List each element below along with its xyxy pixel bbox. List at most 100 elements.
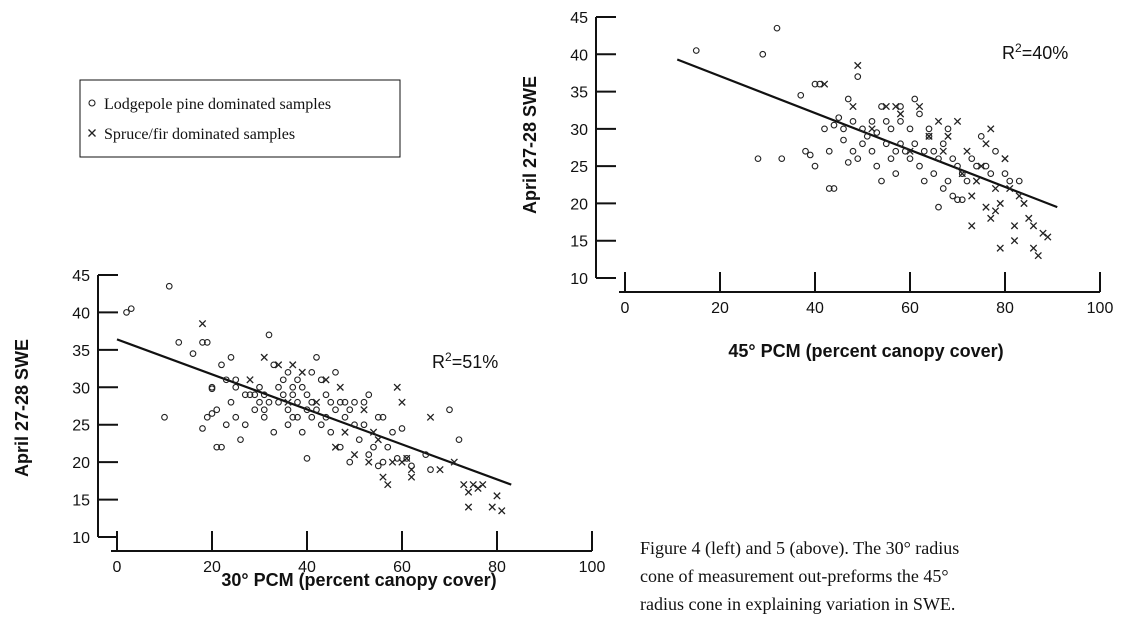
data-point-lodgepole [389, 428, 396, 436]
data-point-spruce-fir [1029, 222, 1038, 230]
data-point-lodgepole [982, 162, 990, 170]
data-point-lodgepole [246, 391, 254, 399]
data-point-spruce-fir [1006, 184, 1014, 193]
data-point-lodgepole [816, 80, 824, 88]
data-point-spruce-fir [991, 207, 1000, 215]
data-point-lodgepole [825, 185, 833, 192]
data-point-lodgepole [854, 73, 862, 81]
data-point-spruce-fir [915, 102, 924, 111]
y-tick-label: 10 [72, 530, 90, 547]
data-point-lodgepole [840, 125, 847, 133]
data-point-lodgepole [935, 155, 942, 163]
data-point-lodgepole [265, 398, 273, 406]
data-point-lodgepole [303, 406, 311, 414]
data-point-lodgepole [232, 413, 240, 421]
data-point-lodgepole [802, 147, 809, 155]
data-point-lodgepole [355, 436, 363, 444]
data-point-lodgepole [374, 413, 382, 421]
data-point-spruce-fir [934, 117, 943, 126]
data-point-lodgepole [294, 376, 301, 384]
y-tick-label: 40 [570, 47, 588, 64]
data-point-lodgepole [944, 177, 952, 185]
data-point-lodgepole [284, 421, 292, 429]
data-point-lodgepole [308, 398, 316, 406]
data-point-lodgepole [289, 383, 297, 391]
data-point-lodgepole [901, 147, 909, 155]
y-tick-label: 45 [570, 10, 588, 27]
data-point-lodgepole [897, 118, 904, 125]
data-point-spruce-fir [322, 376, 330, 384]
data-point-lodgepole [289, 391, 297, 399]
x-tick-label: 60 [393, 559, 411, 576]
data-point-lodgepole [260, 413, 268, 421]
data-point-lodgepole [958, 170, 966, 177]
legend-label-lodgepole: Lodgepole pine dominated samples [104, 96, 331, 113]
y-tick-label: 30 [72, 380, 90, 397]
y-tick-label: 10 [570, 271, 588, 288]
data-point-spruce-fir [849, 102, 857, 111]
data-point-lodgepole [227, 398, 235, 406]
caption-line-3: radius cone in explaining variation in S… [640, 594, 955, 614]
data-point-lodgepole [284, 406, 292, 414]
data-point-lodgepole [916, 110, 923, 118]
y-tick-label: 35 [570, 85, 588, 102]
data-point-spruce-fir [996, 244, 1004, 252]
data-point-spruce-fir [906, 147, 914, 155]
data-point-lodgepole [365, 391, 373, 399]
data-point-lodgepole [844, 159, 852, 166]
data-point-spruce-fir [379, 473, 387, 481]
x-axis-label-figure-5: 45° PCM (percent canopy cover) [728, 341, 1003, 361]
data-point-spruce-fir [374, 436, 382, 444]
data-point-spruce-fir [996, 199, 1004, 208]
data-point-lodgepole [840, 136, 847, 144]
data-point-lodgepole [175, 339, 183, 346]
data-point-lodgepole [844, 95, 852, 103]
data-point-lodgepole [1001, 170, 1009, 177]
data-point-spruce-fir [289, 361, 297, 369]
data-point-lodgepole [939, 185, 947, 192]
data-point-spruce-fir [312, 398, 321, 406]
data-point-spruce-fir [963, 147, 971, 155]
x-tick-label: 100 [1087, 300, 1114, 317]
data-point-lodgepole [754, 155, 762, 163]
y-tick-label: 40 [72, 305, 90, 322]
data-point-lodgepole [887, 155, 895, 163]
data-point-lodgepole [279, 391, 287, 399]
data-point-lodgepole [208, 410, 216, 417]
data-point-spruce-fir [274, 361, 283, 369]
data-point-lodgepole [949, 192, 957, 200]
x-tick-label: 80 [488, 559, 506, 576]
x-tick-label: 20 [711, 300, 729, 317]
x-tick-label: 60 [901, 300, 919, 317]
data-point-lodgepole [906, 125, 914, 133]
data-point-lodgepole [868, 118, 876, 125]
data-point-lodgepole [892, 147, 900, 155]
data-point-lodgepole [165, 282, 173, 290]
data-point-lodgepole [455, 436, 463, 444]
x-tick-label: 0 [113, 559, 122, 576]
data-point-lodgepole [422, 451, 430, 459]
x-tick-label: 80 [996, 300, 1014, 317]
data-point-lodgepole [303, 455, 311, 462]
data-point-spruce-fir [474, 484, 482, 493]
data-point-lodgepole [920, 177, 928, 185]
data-point-spruce-fir [336, 383, 344, 391]
data-point-lodgepole [370, 443, 377, 451]
data-point-spruce-fir [341, 428, 349, 436]
data-point-lodgepole [256, 398, 263, 406]
data-point-spruce-fir [469, 480, 477, 489]
data-point-spruce-fir [982, 203, 990, 211]
x-tick-label: 20 [203, 559, 221, 576]
legend: Lodgepole pine dominated samples Spruce/… [79, 79, 401, 158]
data-point-spruce-fir [1044, 233, 1052, 241]
data-point-lodgepole [275, 383, 282, 391]
y-tick-label: 30 [570, 122, 588, 139]
data-point-lodgepole [351, 398, 358, 406]
data-point-lodgepole [161, 413, 168, 421]
data-point-lodgepole [289, 413, 297, 421]
y-axis-label-figure-4: April 27-28 SWE [12, 339, 32, 477]
x-tick-label: 100 [579, 559, 606, 576]
data-point-lodgepole [218, 361, 225, 369]
legend-label-spruce: Spruce/fir dominated samples [104, 126, 295, 143]
y-tick-label: 25 [570, 159, 588, 176]
